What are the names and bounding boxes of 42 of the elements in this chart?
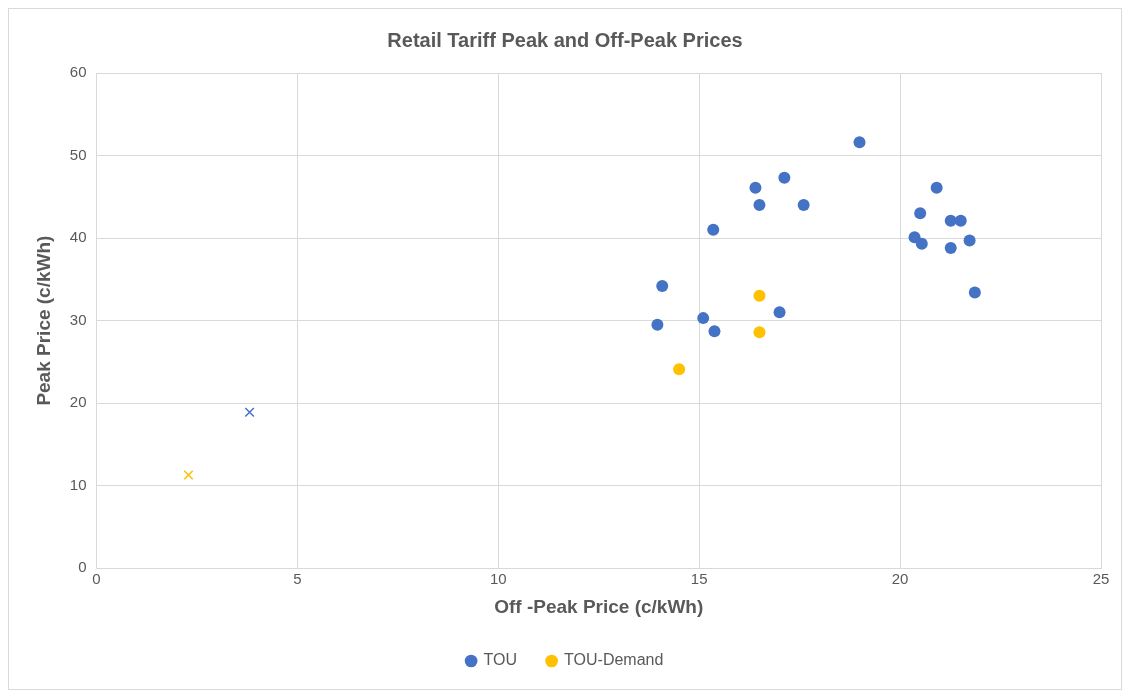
y-tick-label: 30 xyxy=(69,310,87,328)
legend-label: TOU xyxy=(483,651,518,669)
point xyxy=(708,325,721,338)
point xyxy=(651,318,664,331)
point xyxy=(697,312,710,325)
point xyxy=(915,237,928,250)
point xyxy=(749,181,762,194)
point xyxy=(673,363,686,376)
y-tick-label: 60 xyxy=(69,63,87,81)
point xyxy=(963,234,976,247)
y-tick-label: 50 xyxy=(69,145,87,163)
x-tick-label: 5 xyxy=(293,570,302,588)
point xyxy=(944,241,957,254)
y-tick-label: 20 xyxy=(69,393,87,411)
y-tick-label: 10 xyxy=(69,475,87,493)
point xyxy=(753,289,766,302)
point xyxy=(753,199,766,212)
x-tick-label: 15 xyxy=(690,570,708,588)
x-tick-label: 25 xyxy=(1092,570,1110,588)
point xyxy=(656,279,669,292)
point xyxy=(244,407,255,418)
point xyxy=(707,223,720,236)
x-tick-label: 0 xyxy=(92,570,101,588)
x-axis-title: Off -Peak Price (c/kWh) xyxy=(494,595,704,617)
point xyxy=(944,214,957,227)
point xyxy=(797,199,810,212)
point xyxy=(778,171,791,184)
legend-label: TOU-Demand xyxy=(564,651,664,669)
point xyxy=(954,214,967,227)
y-tick-label: 0 xyxy=(78,558,87,576)
point xyxy=(914,207,927,220)
point xyxy=(930,181,943,194)
x-tick-label: 10 xyxy=(489,570,507,588)
y-tick-label: 40 xyxy=(69,228,87,246)
point xyxy=(853,136,866,149)
point xyxy=(753,326,766,339)
point xyxy=(968,286,981,299)
point xyxy=(183,469,194,480)
x-tick-label: 20 xyxy=(891,570,909,588)
point xyxy=(773,306,786,319)
y-axis-title: Peak Price (c/kWh) xyxy=(32,235,54,406)
chart-title: Retail Tariff Peak and Off-Peak Prices xyxy=(387,28,743,51)
